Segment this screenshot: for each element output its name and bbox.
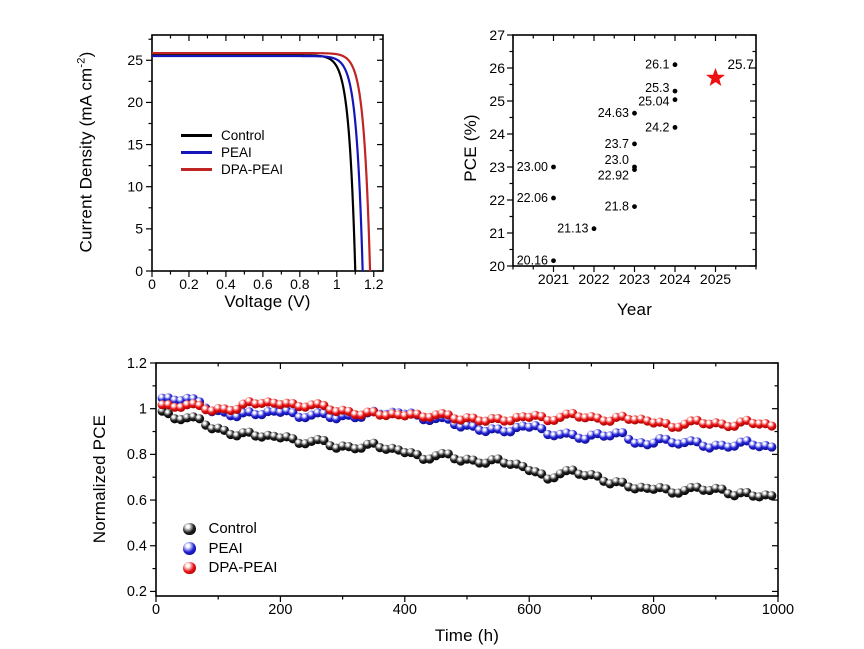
svg-text:22: 22: [489, 192, 505, 208]
svg-text:0.6: 0.6: [127, 493, 147, 509]
svg-text:24.63: 24.63: [598, 106, 629, 120]
jv-y-axis-title-sup: -2: [75, 57, 88, 68]
svg-text:0: 0: [148, 276, 156, 292]
svg-text:20: 20: [127, 94, 143, 110]
stability-legend-item-dpa-peai: DPA-PEAI: [183, 558, 277, 578]
svg-text:23.7: 23.7: [605, 137, 629, 151]
svg-text:2023: 2023: [619, 271, 650, 287]
svg-text:23.00: 23.00: [517, 160, 548, 174]
jv-legend-label-dpa-peai: DPA-PEAI: [221, 162, 284, 177]
svg-text:23: 23: [489, 159, 505, 175]
svg-text:10: 10: [127, 179, 143, 195]
stability-legend-label-dpa-peai: DPA-PEAI: [208, 559, 278, 577]
svg-text:22.92: 22.92: [598, 169, 629, 183]
dpa-peai-line-swatch: [181, 168, 212, 171]
peai-line-swatch: [181, 151, 212, 154]
svg-text:24.2: 24.2: [645, 120, 669, 134]
svg-text:25.7: 25.7: [728, 57, 754, 72]
stability-y-axis-title: Normalized PCE: [90, 414, 109, 544]
jv-y-axis-title-main: Current Density (mA cm: [76, 67, 96, 253]
svg-text:200: 200: [268, 602, 292, 618]
svg-text:0.8: 0.8: [290, 276, 310, 292]
jv-y-axis-title-close: ): [76, 51, 96, 58]
svg-text:21: 21: [489, 225, 505, 241]
svg-text:24: 24: [489, 126, 505, 142]
stability-legend-item-control: Control: [183, 519, 277, 539]
jv-y-axis-title: Current Density (mA cm-2): [76, 52, 97, 253]
jv-legend-item-control: Control: [181, 127, 283, 144]
pce-y-axis-title: PCE (%): [461, 114, 480, 182]
svg-text:22.06: 22.06: [517, 191, 548, 205]
jv-legend-item-dpa-peai: DPA-PEAI: [181, 161, 283, 178]
svg-text:0: 0: [135, 263, 143, 279]
svg-text:2024: 2024: [659, 271, 690, 287]
svg-text:21.13: 21.13: [557, 222, 588, 236]
stability-x-axis-title: Time (h): [434, 626, 500, 645]
jv-legend-item-peai: PEAI: [181, 144, 283, 161]
svg-text:25: 25: [127, 52, 143, 68]
svg-text:25.04: 25.04: [638, 95, 669, 109]
svg-text:0.4: 0.4: [127, 539, 147, 555]
svg-text:21.8: 21.8: [605, 200, 629, 214]
control-ball-marker: [183, 522, 196, 535]
svg-text:27: 27: [489, 27, 505, 43]
svg-text:2022: 2022: [578, 271, 609, 287]
peai-ball-marker: [183, 542, 196, 555]
jv-chart: 0 0.2 0.4 0.6 0.8 1 1.2 0 5 10 15 20 25: [127, 34, 384, 292]
jv-x-axis-title: Voltage (V): [224, 292, 311, 311]
stability-legend-item-peai: PEAI: [183, 539, 277, 559]
svg-text:26: 26: [489, 60, 505, 76]
svg-text:1: 1: [333, 276, 341, 292]
svg-text:600: 600: [517, 602, 541, 618]
svg-text:2021: 2021: [538, 271, 569, 287]
jv-legend: Control PEAI DPA-PEAI: [181, 127, 283, 178]
pce-year-chart: 2021 2022 2023 2024 2025202122232425262720.1…: [489, 27, 757, 287]
jv-legend-label-control: Control: [221, 128, 265, 143]
svg-text:0.4: 0.4: [216, 276, 236, 292]
svg-text:1.2: 1.2: [127, 356, 147, 372]
svg-text:2025: 2025: [700, 271, 731, 287]
svg-text:0.8: 0.8: [127, 447, 147, 463]
dpa-peai-ball-marker: [183, 561, 196, 574]
svg-text:400: 400: [393, 602, 417, 618]
control-line-swatch: [181, 134, 212, 137]
svg-text:0.6: 0.6: [253, 276, 273, 292]
pce-x-axis-title: Year: [616, 300, 653, 319]
svg-text:1000: 1000: [762, 602, 794, 618]
jv-legend-label-peai: PEAI: [221, 145, 252, 160]
svg-text:25.3: 25.3: [645, 81, 669, 95]
svg-text:25: 25: [489, 93, 505, 109]
svg-text:23.0: 23.0: [605, 153, 629, 167]
svg-text:26.1: 26.1: [645, 58, 669, 72]
svg-text:20: 20: [489, 258, 505, 274]
svg-text:15: 15: [127, 136, 143, 152]
svg-text:0: 0: [152, 602, 160, 618]
stability-legend-label-peai: PEAI: [208, 539, 243, 557]
stability-chart: 0 200 400 600 800 1000 0.2 0.4 0.6 0.8 1 1.2: [127, 356, 794, 618]
svg-text:0.2: 0.2: [127, 584, 147, 600]
stability-legend: Control PEAI DPA-PEAI: [183, 519, 277, 578]
svg-text:5: 5: [135, 221, 143, 237]
svg-text:0.2: 0.2: [179, 276, 199, 292]
svg-text:20.16: 20.16: [517, 254, 548, 268]
svg-text:1: 1: [139, 401, 147, 417]
svg-text:1.2: 1.2: [364, 276, 384, 292]
stability-legend-label-control: Control: [208, 520, 257, 538]
svg-text:800: 800: [641, 602, 665, 618]
